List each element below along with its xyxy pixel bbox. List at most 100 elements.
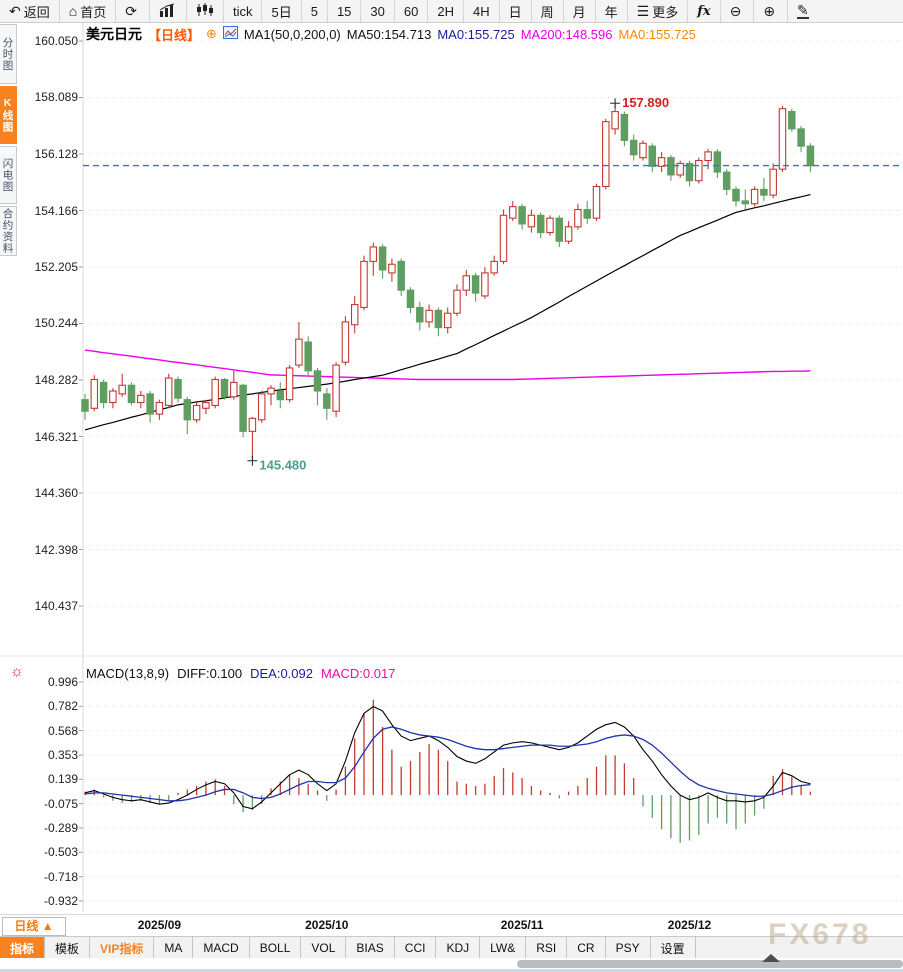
macd-tick-label: -0.932 [43,893,78,908]
price-tick-label: 140.437 [34,599,78,613]
home-label: 首页 [80,4,107,20]
zoom-in-icon: ⊕ [763,3,776,19]
period-button-tick[interactable]: tick [224,0,263,22]
ma0-orange-value: MA0:155.725 [618,26,696,42]
date-axis-row: 日线 ▲ 2025/09 2025/10 2025/11 2025/12 [0,914,903,937]
indicator-tab-BIAS[interactable]: BIAS [346,937,395,959]
price-tick-label: 158.089 [34,90,78,105]
period-button-4H[interactable]: 4H [464,0,500,22]
macd-tick-label: 0.996 [47,675,78,689]
macd-tick-label: 0.353 [47,748,78,763]
price-tick-label: 156.128 [34,146,78,161]
draw-tool-button[interactable]: ✎ [788,0,821,22]
macd-tick-label: -0.503 [43,845,78,860]
indicator-tab-LW&[interactable]: LW& [480,937,527,959]
home-button[interactable]: ⌂ 首页 [60,0,117,22]
price-tick-label: 144.360 [34,485,78,500]
top-toolbar: ↶ 返回 ⌂ 首页 ⟳ [0,0,903,23]
back-arrow-icon: ↶ [9,3,21,19]
macd-tick-label: 0.139 [47,772,78,787]
zoom-out-button[interactable]: ⊖ [721,0,755,22]
indicator-tab-PSY[interactable]: PSY [606,937,651,959]
home-icon: ⌂ [68,3,78,19]
bar-chart-type-button[interactable] [150,0,187,22]
macd-header: MACD(13,8,9) DIFF:0.100 DEA:0.092 MACD:0… [86,666,395,681]
add-indicator-icon[interactable]: ⊕ [206,26,217,41]
candle-chart-icon [196,2,214,20]
period-button-15[interactable]: 15 [328,0,362,22]
period-button-月[interactable]: 月 [564,0,596,22]
ma200-value: MA200:148.596 [520,26,613,42]
period-button-年[interactable]: 年 [596,0,628,22]
zoom-out-icon: ⊖ [729,3,742,19]
pen-icon: ✎ [797,2,809,19]
ma0-blue-value: MA0:155.725 [437,26,515,42]
macd-settings-icon[interactable]: ☼ [10,663,24,680]
fx-icon: fx [697,3,711,19]
indicator-tab-指标[interactable]: 指标 [0,937,46,959]
period-button-5[interactable]: 5 [302,0,328,22]
price-tick-label: 154.166 [34,203,78,218]
indicator-tab-KDJ[interactable]: KDJ [436,937,481,959]
gridlines [0,22,903,912]
period-button-30[interactable]: 30 [361,0,395,22]
indicator-tab-RSI[interactable]: RSI [526,937,568,959]
period-button-周[interactable]: 周 [532,0,564,22]
indicator-tab-MACD[interactable]: MACD [193,937,250,959]
period-button-5日[interactable]: 5日 [262,0,302,22]
sidebar-tab-4[interactable]: 合约资料 [0,206,17,256]
macd-tick-label: 0.568 [47,723,78,738]
period-selector-button[interactable]: 日线 ▲ [2,917,66,936]
back-button[interactable]: ↶ 返回 [0,0,60,22]
zoom-in-button[interactable]: ⊕ [754,0,789,22]
mini-chart-icon [222,26,238,42]
refresh-button[interactable]: ⟳ [116,0,150,22]
ma50-value: MA50:154.713 [346,26,432,42]
sidebar-tab-3[interactable]: 闪电图 [0,146,17,204]
candle-chart-type-button[interactable] [187,0,224,22]
macd-diff-value: DIFF:0.100 [177,666,243,681]
date-label: 2025/11 [500,918,544,932]
period-button-2H[interactable]: 2H [428,0,464,22]
indicator-tab-设置[interactable]: 设置 [651,937,696,959]
macd-title: MACD(13,8,9) [86,666,170,681]
sidebar-tab-2[interactable]: K线图 [0,86,17,144]
chart-header: 美元日元 【日线】 ⊕ MA1(50,0,200,0) MA50:154.713… [86,24,696,44]
date-label: 2025/09 [137,918,182,932]
indicator-tab-MA[interactable]: MA [154,937,194,959]
indicator-tab-BOLL[interactable]: BOLL [250,937,302,959]
high-price-annotation: 157.890 [622,95,669,110]
menu-icon: ☰ [636,3,650,19]
back-label: 返回 [23,4,50,20]
price-annotations: 157.890 145.480 [247,95,669,473]
price-tick-label: 152.205 [34,259,78,274]
price-tick-label: 142.398 [34,542,78,557]
macd-tick-label: -0.075 [43,796,78,811]
indicator-tab-CR[interactable]: CR [567,937,606,959]
sidebar-tab-1[interactable]: 分时图 [0,24,17,84]
scrollbar-handle-icon[interactable] [762,954,780,962]
period-buttons: tick 5日 5 15 30 60 2H 4H 日周月年 [224,0,628,22]
indicator-tab-VIP指标[interactable]: VIP指标 [90,937,155,959]
scrollbar[interactable] [517,954,903,968]
period-button-日[interactable]: 日 [500,0,532,22]
scrollbar-track [0,954,903,970]
refresh-icon: ⟳ [125,3,137,19]
low-price-annotation: 145.480 [259,458,306,473]
watermark: FX678 [768,918,872,951]
macd-lines [84,705,811,810]
indicator-tab-模板[interactable]: 模板 [45,937,91,959]
ma200-line [84,349,811,381]
indicator-formula-button[interactable]: fx [688,0,721,22]
indicator-tab-CCI[interactable]: CCI [395,937,437,959]
more-button[interactable]: ☰ 更多 [628,0,689,22]
ma-settings: MA1(50,0,200,0) [243,26,341,42]
indicator-tab-VOL[interactable]: VOL [301,937,347,959]
more-label: 更多 [652,4,679,20]
macd-tick-label: -0.718 [43,869,78,884]
macd-tick-label: -0.289 [43,820,78,835]
period-button-60[interactable]: 60 [395,0,429,22]
bar-chart-icon [159,3,177,20]
